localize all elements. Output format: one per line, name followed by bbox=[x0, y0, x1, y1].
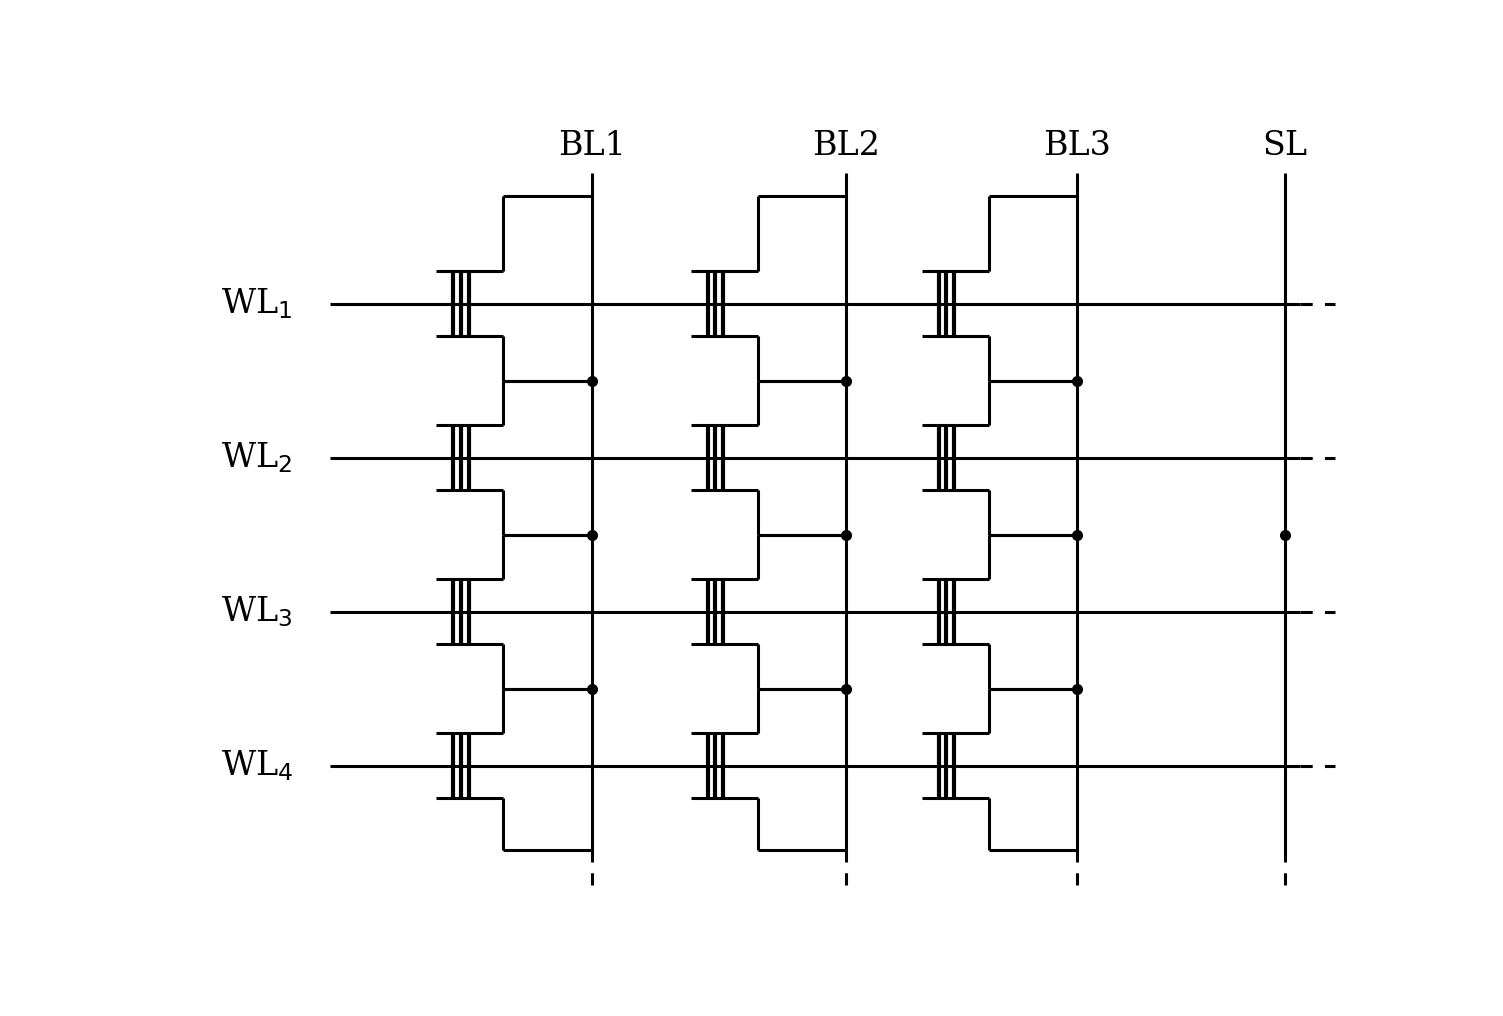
Text: SL: SL bbox=[1263, 130, 1308, 162]
Text: BL3: BL3 bbox=[1043, 130, 1111, 162]
Text: WL$_{1}$: WL$_{1}$ bbox=[221, 287, 293, 321]
Text: BL1: BL1 bbox=[558, 130, 625, 162]
Text: WL$_{4}$: WL$_{4}$ bbox=[221, 749, 293, 783]
Text: WL$_{3}$: WL$_{3}$ bbox=[221, 594, 293, 629]
Text: WL$_{2}$: WL$_{2}$ bbox=[221, 440, 293, 475]
Text: BL2: BL2 bbox=[812, 130, 881, 162]
